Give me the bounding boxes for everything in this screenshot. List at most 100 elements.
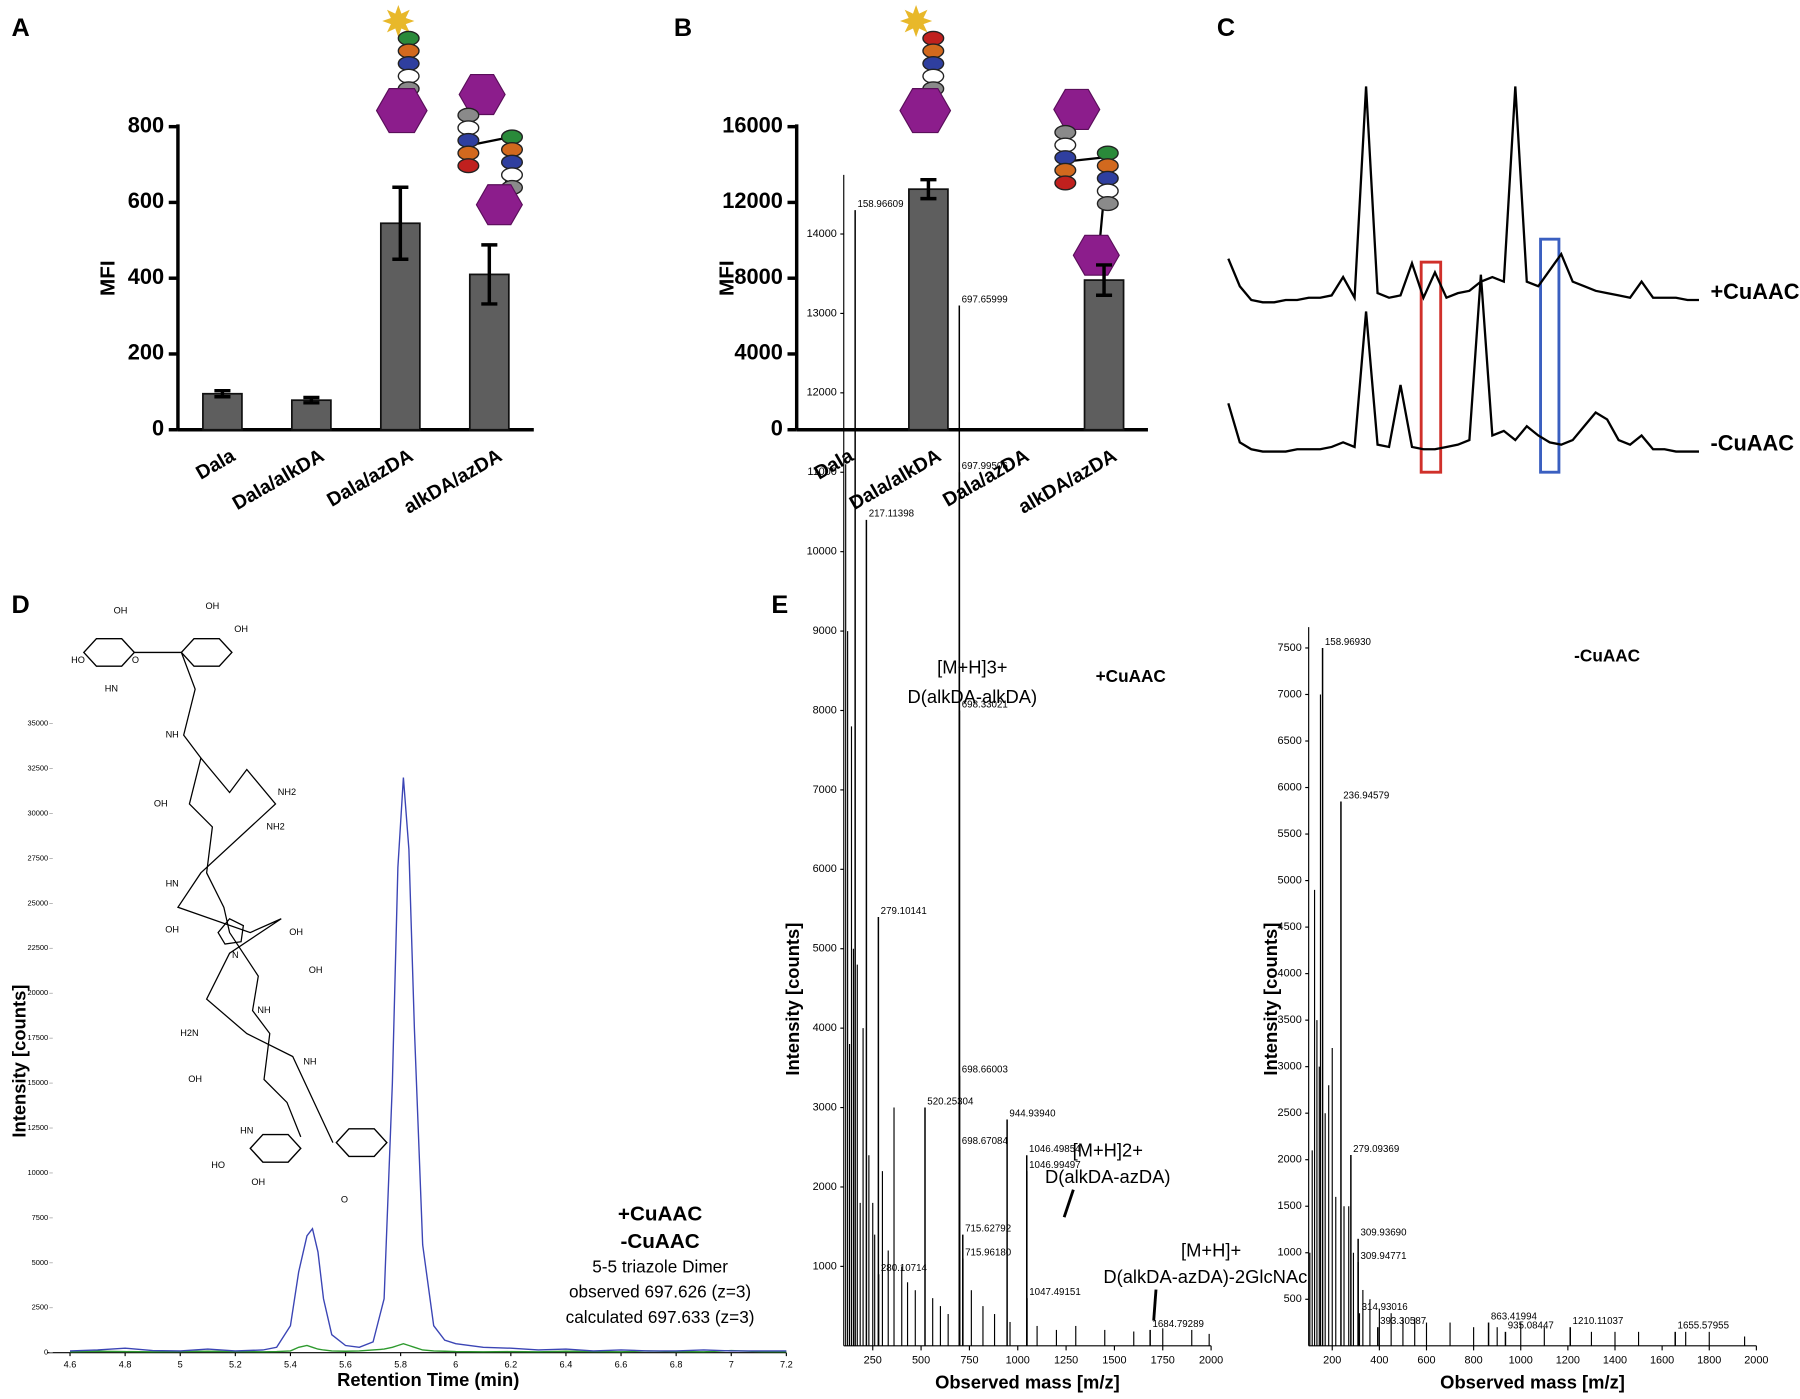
glycan-star: [382, 4, 415, 38]
peak-label: 309.94771: [1360, 1251, 1406, 1262]
glycan-residue: [922, 43, 945, 59]
bar: [202, 392, 243, 431]
annotation: 5-5 triazole Dimer: [592, 1256, 728, 1276]
condition-label: +CuAAC: [1096, 666, 1166, 686]
glycan-residue: [500, 129, 524, 145]
y-tick-label: 20000: [27, 988, 48, 997]
structure-label: NH: [166, 730, 179, 740]
y-tick-label: 9000: [813, 625, 837, 637]
y-tick-label: 8000: [734, 264, 783, 289]
glycan-hexagon: [475, 184, 523, 226]
peak-label: 715.62792: [965, 1223, 1011, 1234]
structure-label: O: [132, 655, 139, 665]
x-tick-label: Dala: [192, 445, 239, 485]
legend-entry: +CuAAC: [618, 1202, 702, 1225]
y-tick-label: 3000: [813, 1101, 837, 1113]
y-tick-label: 10000: [807, 546, 837, 558]
y-tick-label: 14000: [807, 228, 837, 240]
annotation-pointer: [1062, 1189, 1075, 1218]
line-series: [70, 777, 787, 1352]
peak-label: 697.99506: [962, 461, 1008, 472]
x-tick-label: alkDA/azDA: [1015, 445, 1121, 519]
y-tick-label: 2500: [32, 1303, 49, 1312]
glycan-residue: [397, 55, 420, 72]
panel-letter: B: [674, 14, 692, 42]
y-tick-label: 16000: [722, 112, 783, 137]
y-axis-label: Intensity [counts]: [782, 923, 803, 1076]
y-axis-label: MFI: [715, 260, 738, 296]
glycan-link: [476, 137, 506, 146]
peak-label: 1046.49854: [1029, 1144, 1081, 1155]
sugar-ring: [249, 1133, 302, 1163]
sugar-ring: [180, 637, 233, 667]
y-tick-label: 7000: [813, 784, 837, 796]
y-tick-label: 15000: [27, 1078, 48, 1087]
structure-label: NH2: [266, 821, 284, 831]
x-axis-label: Observed mass [m/z]: [1440, 1372, 1625, 1393]
y-tick-label: 600: [128, 188, 164, 213]
y-tick-label: 2000: [813, 1181, 837, 1193]
peak-label: 715.96180: [965, 1247, 1012, 1258]
glycan-residue: [1054, 124, 1077, 140]
x-tick-label: 250: [864, 1355, 882, 1367]
glycan-hexagon: [899, 88, 952, 134]
bar: [291, 399, 332, 431]
sugar-ring: [335, 1128, 388, 1158]
glycan-residue: [922, 55, 945, 72]
y-tick-label: 2000: [1278, 1154, 1302, 1166]
y-tick-label: 1000: [813, 1260, 837, 1272]
structure-label: O: [341, 1194, 348, 1204]
y-tick-label: 0: [152, 415, 164, 440]
y-tick-label: 11000: [807, 466, 836, 478]
trace: [1227, 86, 1699, 304]
x-tick-label: 2000: [1199, 1355, 1223, 1367]
x-tick-label: Dala/alkDA: [846, 445, 945, 515]
y-tick-label: 35000: [27, 719, 48, 728]
glycan-hexagon: [1072, 234, 1120, 276]
error-bar: [920, 177, 937, 201]
y-axis-label: MFI: [97, 260, 120, 296]
error-bar: [1096, 263, 1113, 297]
x-tick-label: 6.4: [560, 1360, 573, 1370]
peak-label: 1210.11037: [1573, 1316, 1624, 1327]
y-tick-label: 13000: [807, 307, 837, 319]
x-tick-label: 1600: [1650, 1355, 1674, 1367]
structure-label: OH: [234, 624, 248, 634]
y-tick-label: 7500: [32, 1213, 49, 1222]
annotation: [M+H]3+: [937, 656, 1007, 677]
peak-label: 698.66003: [962, 1065, 1008, 1076]
glycan-residue: [1054, 175, 1077, 191]
legend-entry: -CuAAC: [620, 1230, 699, 1253]
highlight-box: [1539, 237, 1561, 474]
glycan-residue: [397, 30, 420, 46]
glycan-residue: [500, 142, 524, 158]
x-tick-label: 1000: [1006, 1355, 1030, 1367]
peak-label: 863.41994: [1491, 1311, 1538, 1322]
y-tick-label: 10000: [27, 1168, 48, 1177]
glycan-residue: [1096, 196, 1119, 212]
y-tick-label: 25000: [27, 898, 48, 907]
error-bar: [481, 243, 498, 306]
x-tick-label: 1250: [1054, 1355, 1078, 1367]
structure-bond: [176, 757, 334, 1143]
glycan-residue: [397, 43, 420, 59]
x-tick-label: 6.6: [615, 1360, 628, 1370]
glycan-residue: [1054, 162, 1077, 178]
peak-label: 280.10714: [881, 1263, 928, 1274]
y-tick-label: 1500: [1278, 1200, 1302, 1212]
y-tick-label: 12000: [722, 188, 783, 213]
peak-label: 697.65999: [962, 294, 1008, 305]
glycan-residue: [457, 120, 480, 136]
glycan-residue: [922, 30, 945, 46]
y-tick-label: 1000: [1278, 1247, 1302, 1259]
peak-label: 279.10141: [881, 906, 927, 917]
x-tick-label: 1200: [1556, 1355, 1580, 1367]
structure-label: HN: [105, 684, 118, 694]
line-series: [70, 1342, 787, 1353]
error-bar: [303, 395, 320, 405]
x-tick-label: 1000: [1509, 1355, 1533, 1367]
y-tick-label: 5000: [1278, 874, 1302, 886]
x-tick-label: 5: [178, 1360, 183, 1370]
